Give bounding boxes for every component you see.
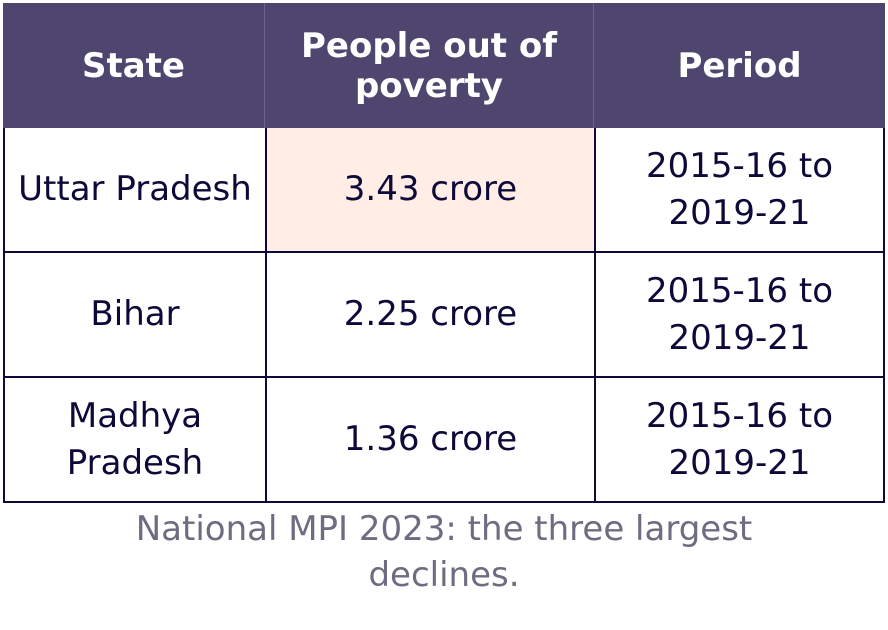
table-cell-state: Uttar Pradesh xyxy=(3,128,265,253)
table-cell-period: 2015-16 to 2019-21 xyxy=(594,128,885,253)
table-cell-state: Bihar xyxy=(3,253,265,378)
table-header-row: State People out of poverty Period xyxy=(3,3,885,128)
table-cell-people: 1.36 crore xyxy=(265,378,594,503)
table-row: Madhya Pradesh 1.36 crore 2015-16 to 201… xyxy=(3,378,885,503)
table-row: Uttar Pradesh 3.43 crore 2015-16 to 2019… xyxy=(3,128,885,253)
table-row: Bihar 2.25 crore 2015-16 to 2019-21 xyxy=(3,253,885,378)
table-cell-people-highlighted: 3.43 crore xyxy=(265,128,594,253)
table-cell-period: 2015-16 to 2019-21 xyxy=(594,378,885,503)
column-header-people-out-of-poverty: People out of poverty xyxy=(265,3,594,128)
table-cell-people: 2.25 crore xyxy=(265,253,594,378)
column-header-state: State xyxy=(3,3,265,128)
table-cell-state: Madhya Pradesh xyxy=(3,378,265,503)
table-cell-period: 2015-16 to 2019-21 xyxy=(594,253,885,378)
table-caption: National MPI 2023: the three largest dec… xyxy=(0,506,888,598)
column-header-period: Period xyxy=(677,45,802,86)
poverty-table: State People out of poverty Period Uttar… xyxy=(3,3,885,503)
table-caption-text: National MPI 2023: the three largest dec… xyxy=(135,509,753,595)
